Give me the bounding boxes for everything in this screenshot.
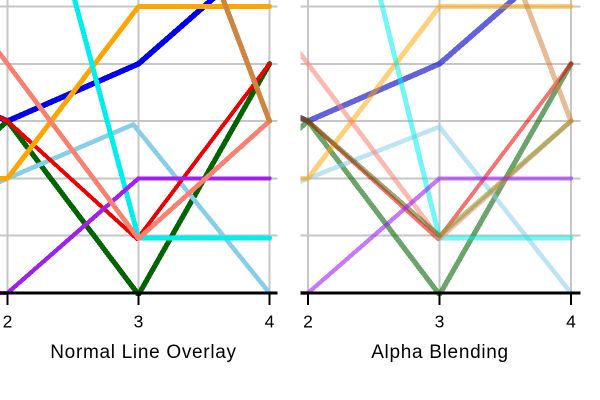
svg-text:4: 4 <box>265 312 275 332</box>
svg-text:Normal Line Overlay: Normal Line Overlay <box>50 342 236 363</box>
svg-text:3: 3 <box>435 312 445 332</box>
svg-text:4: 4 <box>566 312 576 332</box>
svg-text:2: 2 <box>3 312 13 332</box>
svg-text:Alpha Blending: Alpha Blending <box>371 342 509 363</box>
svg-text:2: 2 <box>303 312 313 332</box>
svg-text:3: 3 <box>134 312 144 332</box>
